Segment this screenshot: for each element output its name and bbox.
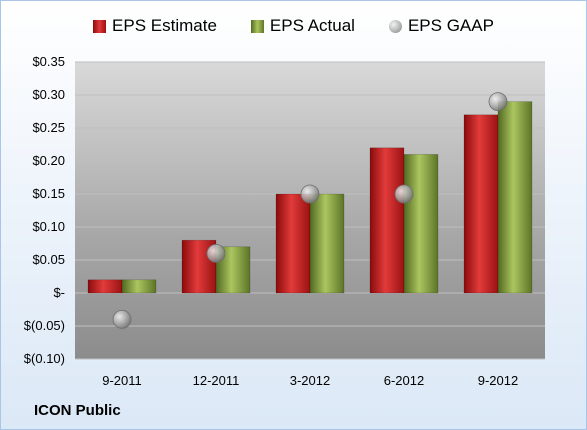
legend-swatch-eps-gaap (388, 19, 402, 33)
y-tick-label: $0.10 (32, 219, 65, 234)
y-tick-label: $0.25 (32, 120, 65, 135)
marker-eps-gaap (206, 243, 226, 263)
chart-footer-label: ICON Public (34, 402, 121, 419)
legend-swatch-eps-estimate (93, 19, 107, 33)
legend-item-eps-estimate: EPS Estimate (93, 16, 217, 36)
x-tick-label: 9-2011 (102, 373, 142, 388)
x-tick-label: 9-2012 (478, 373, 518, 388)
bar-eps-estimate (275, 193, 311, 294)
bar-eps-actual (309, 193, 345, 294)
marker-eps-gaap (112, 309, 132, 329)
legend-item-eps-actual: EPS Actual (250, 16, 355, 36)
chart-legend: EPS Estimate EPS Actual EPS GAAP (0, 16, 587, 36)
y-tick-label: $(0.10) (24, 351, 65, 366)
bar-eps-actual (121, 279, 157, 294)
y-tick-label: $0.20 (32, 153, 65, 168)
x-tick-label: 6-2012 (384, 373, 424, 388)
legend-item-eps-gaap: EPS GAAP (388, 16, 494, 36)
marker-eps-gaap (300, 184, 320, 204)
legend-label-eps-gaap: EPS GAAP (407, 16, 494, 35)
marker-eps-gaap (488, 92, 508, 111)
legend-label-eps-actual: EPS Actual (269, 16, 355, 35)
x-tick-label: 12-2011 (193, 373, 240, 388)
y-tick-label: $(0.05) (24, 318, 65, 333)
y-tick-label: $0.30 (32, 87, 65, 102)
x-tick-label: 3-2012 (290, 373, 330, 388)
y-tick-label: $0.15 (32, 186, 65, 201)
y-tick-label: $- (53, 285, 65, 300)
bar-eps-estimate (87, 279, 123, 294)
y-tick-label: $0.35 (32, 54, 65, 69)
y-tick-label: $0.05 (32, 252, 65, 267)
marker-eps-gaap (394, 184, 414, 204)
bar-eps-actual (497, 101, 533, 294)
bar-eps-estimate (463, 114, 499, 294)
legend-label-eps-estimate: EPS Estimate (112, 16, 217, 35)
legend-swatch-eps-actual (250, 19, 264, 33)
bar-eps-estimate (369, 147, 405, 294)
bar-eps-actual (403, 154, 439, 294)
